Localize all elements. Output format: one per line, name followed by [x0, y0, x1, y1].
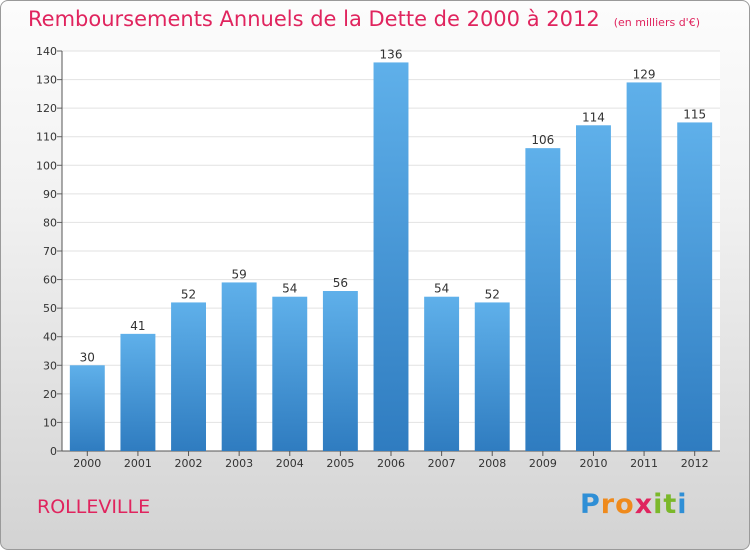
y-tick-label: 40	[43, 331, 57, 344]
bar-value-label: 52	[485, 287, 500, 301]
y-tick-label: 120	[36, 102, 57, 115]
bar-value-label: 54	[282, 282, 297, 296]
bar	[322, 291, 358, 451]
x-tick-label: 2000	[73, 457, 101, 470]
x-tick-label: 2006	[377, 457, 405, 470]
y-tick-label: 10	[43, 416, 57, 429]
bar	[626, 82, 662, 451]
bar	[120, 333, 156, 451]
y-tick-label: 30	[43, 359, 57, 372]
logo-letter: i	[677, 489, 688, 520]
y-tick-label: 90	[43, 188, 57, 201]
y-tick-label: 110	[36, 131, 57, 144]
bar-value-label: 52	[181, 287, 196, 301]
bar	[575, 125, 611, 452]
chart-title: Remboursements Annuels de la Dette de 20…	[28, 7, 700, 31]
bar-value-label: 114	[582, 110, 605, 124]
x-tick-label: 2007	[428, 457, 456, 470]
bar	[525, 148, 561, 451]
logo-letter: i	[653, 489, 664, 520]
bar	[171, 302, 207, 451]
bar	[424, 296, 460, 451]
x-tick-label: 2005	[326, 457, 354, 470]
logo-letter: x	[634, 489, 654, 520]
y-tick-label: 50	[43, 302, 57, 315]
logo-letter: r	[600, 489, 616, 520]
bar	[221, 282, 257, 451]
bar-value-label: 30	[80, 350, 95, 364]
bar	[69, 365, 105, 451]
bar-value-label: 115	[683, 107, 706, 121]
proxiti-logo: Proxiti	[580, 489, 688, 520]
y-tick-label: 0	[50, 445, 57, 458]
x-tick-label: 2010	[579, 457, 607, 470]
logo-letter: t	[663, 489, 678, 520]
x-tick-label: 2004	[276, 457, 304, 470]
y-tick-label: 80	[43, 216, 57, 229]
bar	[373, 62, 409, 452]
bar	[677, 122, 713, 451]
bar	[474, 302, 510, 451]
title-text: Remboursements Annuels de la Dette de 20…	[28, 7, 600, 31]
bar-value-label: 54	[434, 282, 449, 296]
bar-value-label: 129	[633, 67, 656, 81]
x-tick-label: 2012	[681, 457, 709, 470]
unit-note: (en milliers d'€)	[613, 16, 700, 29]
bar-value-label: 106	[531, 133, 554, 147]
bar-value-label: 59	[232, 267, 247, 281]
y-tick-label: 140	[36, 45, 57, 58]
logo-letter: P	[580, 489, 601, 520]
commune-name: ROLLEVILLE	[37, 496, 151, 518]
y-tick-label: 20	[43, 388, 57, 401]
bar-value-label: 41	[130, 319, 145, 333]
logo-letter: o	[615, 489, 635, 520]
x-tick-label: 2001	[124, 457, 152, 470]
bar-value-label: 56	[333, 276, 348, 290]
y-tick-label: 70	[43, 245, 57, 258]
x-tick-label: 2011	[630, 457, 658, 470]
bar	[272, 296, 308, 451]
x-tick-label: 2008	[478, 457, 506, 470]
y-tick-label: 60	[43, 274, 57, 287]
y-tick-label: 130	[36, 74, 57, 87]
y-tick-label: 100	[36, 159, 57, 172]
x-tick-label: 2002	[175, 457, 203, 470]
x-tick-label: 2009	[529, 457, 557, 470]
x-tick-label: 2003	[225, 457, 253, 470]
bar-value-label: 136	[380, 47, 403, 61]
